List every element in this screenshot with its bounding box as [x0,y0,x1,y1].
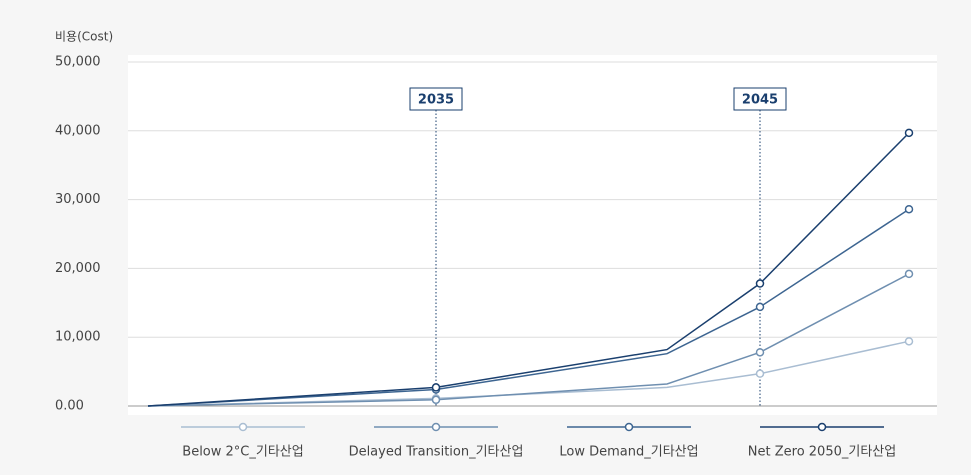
annotation-box [409,87,463,111]
point-marker [755,348,765,357]
legend-marker [238,422,248,432]
point-marker [755,279,765,288]
y-tick-label: 0.00 [55,399,84,414]
legend-label: Net Zero 2050_기타산업 [748,445,896,460]
point-marker [904,337,914,346]
annotation: 2035 [418,93,454,108]
point-marker [755,369,765,378]
y-axis-label: 비용(Cost) [55,30,113,44]
series-line [147,340,910,407]
point-marker [904,128,914,138]
legend-label: Below 2°C_기타산업 [182,445,303,460]
plot-area [128,55,937,415]
series-line [147,273,910,407]
y-tick-label: 20,000 [55,261,101,276]
legend-label: Low Demand_기타산업 [559,445,698,460]
legend-label: Delayed Transition_기타산업 [349,445,524,460]
annotation: 2045 [742,93,778,108]
point-marker [431,395,441,405]
point-marker [431,383,441,392]
y-tick-label: 10,000 [55,330,101,345]
point-marker [904,204,914,214]
legend-marker [431,422,441,432]
series-line [147,132,910,407]
y-tick-label: 40,000 [55,123,101,138]
legend-marker [817,422,827,432]
series-line [147,208,910,407]
y-tick-label: 30,000 [55,192,101,207]
point-marker [755,302,765,312]
point-marker [904,269,914,279]
legend-marker [624,422,634,432]
annotation-box [733,87,787,111]
y-tick-label: 50,000 [55,55,101,70]
